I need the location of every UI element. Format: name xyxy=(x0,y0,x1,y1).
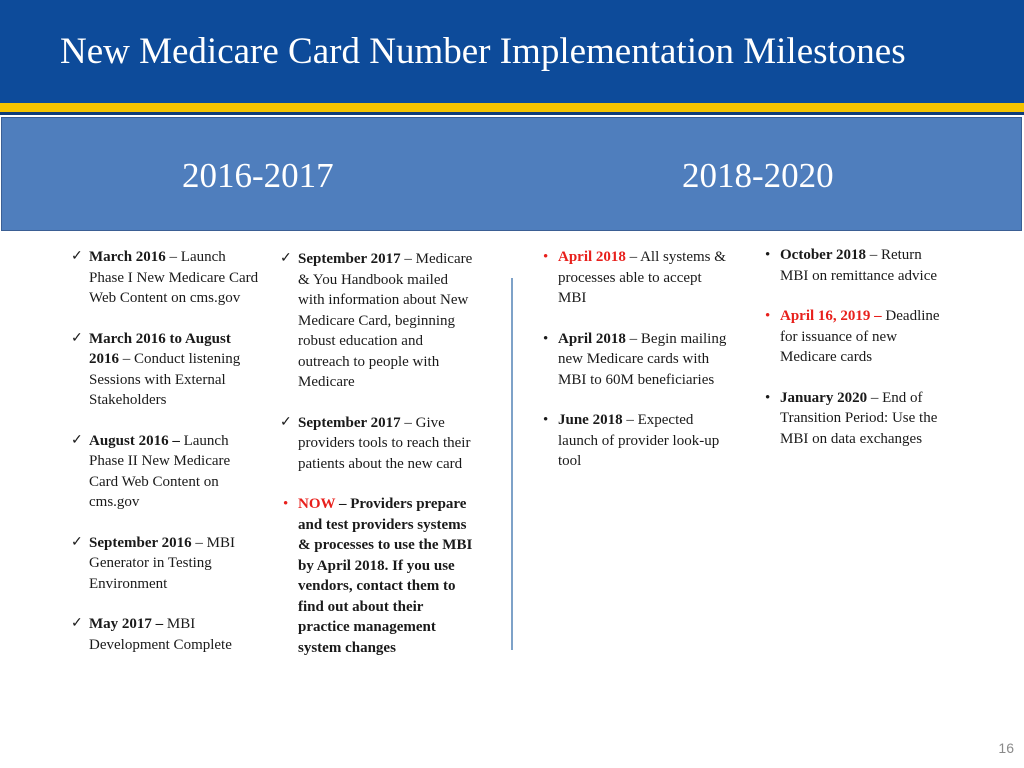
milestone-item: ✓ March 2016 to August 2016 – Conduct li… xyxy=(71,329,263,411)
bullet-icon: • xyxy=(543,249,549,265)
milestone-list: • October 2018 – Return MBI on remittanc… xyxy=(762,245,952,449)
period-label-2016-2017: 2016-2017 xyxy=(182,156,334,195)
page-title: New Medicare Card Number Implementation … xyxy=(60,31,906,72)
milestone-text: – MBI Generator in Testing Environment xyxy=(89,534,235,592)
check-icon: ✓ xyxy=(71,616,83,631)
milestone-list: ✓ March 2016 – Launch Phase I New Medica… xyxy=(71,247,263,655)
milestone-item: • April 2018 – All systems & processes a… xyxy=(540,247,730,309)
milestone-date: March 2016 xyxy=(89,249,166,265)
now-milestone-item: • NOW – Providers prepare and test provi… xyxy=(280,494,475,658)
now-label: NOW xyxy=(298,496,336,512)
milestone-item: ✓ September 2017 – Medicare & You Handbo… xyxy=(280,249,475,393)
milestone-date: June 2018 xyxy=(558,412,623,428)
check-icon: ✓ xyxy=(71,249,83,264)
bullet-icon: • xyxy=(765,389,771,406)
milestone-date: August 2016 – xyxy=(89,432,180,449)
milestone-date: April 2018 xyxy=(558,249,626,265)
milestone-text: – Give providers tools to reach their pa… xyxy=(298,414,471,472)
milestone-item: • June 2018 – Expected launch of provide… xyxy=(540,410,730,472)
check-icon: ✓ xyxy=(71,330,83,346)
milestone-item: • April 2018 – Begin mailing new Medicar… xyxy=(540,329,730,391)
milestone-date: September 2016 xyxy=(89,534,192,551)
bullet-icon: • xyxy=(543,330,549,347)
milestone-item: ✓ May 2017 – MBI Development Complete xyxy=(71,614,263,655)
bullet-icon: • xyxy=(283,496,289,512)
page-number: 16 xyxy=(998,740,1014,756)
milestone-item: ✓ March 2016 – Launch Phase I New Medica… xyxy=(71,247,263,309)
milestone-item: ✓ August 2016 – Launch Phase II New Medi… xyxy=(71,431,263,513)
milestone-item: • January 2020 – End of Transition Perio… xyxy=(762,388,952,450)
milestone-item: ✓ September 2016 – MBI Generator in Test… xyxy=(71,533,263,595)
milestone-text: – End of Transition Period: Use the MBI … xyxy=(780,389,938,447)
milestone-text: Deadline for issuance of new Medicare ca… xyxy=(780,308,940,365)
milestone-date: September 2017 xyxy=(298,414,401,431)
milestone-text: – Launch Phase I New Medicare Card Web C… xyxy=(89,249,259,306)
gold-divider xyxy=(0,103,1024,112)
milestone-date: September 2017 xyxy=(298,251,401,267)
bullet-icon: • xyxy=(765,247,771,263)
milestone-item: • April 16, 2019 – Deadline for issuance… xyxy=(762,306,952,368)
column-divider xyxy=(511,278,513,650)
milestone-item: • October 2018 – Return MBI on remittanc… xyxy=(762,245,952,286)
milestone-text: MBI Development Complete xyxy=(89,616,232,653)
now-text: – Providers prepare and test providers s… xyxy=(298,496,473,656)
bullet-icon: • xyxy=(543,412,549,428)
milestone-text: Launch Phase II New Medicare Card Web Co… xyxy=(89,432,231,511)
check-icon: ✓ xyxy=(280,414,292,430)
navy-divider xyxy=(0,112,1024,115)
check-icon: ✓ xyxy=(71,534,83,550)
milestone-text: – All systems & processes able to accept… xyxy=(558,249,726,306)
milestone-text: – Return MBI on remittance advice xyxy=(780,247,938,284)
milestone-date: April 2018 xyxy=(558,330,626,347)
milestone-date: October 2018 xyxy=(780,247,866,263)
milestone-date: March 2016 to August 2016 xyxy=(89,330,231,368)
milestone-text: – Medicare & You Handbook mailed with in… xyxy=(298,251,473,390)
period-header-band: 2016-2017 2018-2020 xyxy=(1,117,1022,231)
check-icon: ✓ xyxy=(280,251,292,266)
milestones-column-1: ✓ March 2016 – Launch Phase I New Medica… xyxy=(71,247,263,675)
milestone-text: – Conduct listening Sessions with Extern… xyxy=(89,351,241,408)
milestone-item: ✓ September 2017 – Give providers tools … xyxy=(280,413,475,475)
milestone-date: April 16, 2019 – xyxy=(780,308,882,324)
milestone-date: May 2017 – xyxy=(89,616,164,632)
milestone-date: January 2020 xyxy=(780,389,868,406)
milestones-column-2: ✓ September 2017 – Medicare & You Handbo… xyxy=(280,249,475,678)
milestones-column-3: • April 2018 – All systems & processes a… xyxy=(540,247,730,492)
milestone-list: ✓ September 2017 – Medicare & You Handbo… xyxy=(280,249,475,658)
title-bar: New Medicare Card Number Implementation … xyxy=(0,0,1024,103)
bullet-icon: • xyxy=(765,308,771,324)
milestone-list: • April 2018 – All systems & processes a… xyxy=(540,247,730,472)
milestones-column-4: • October 2018 – Return MBI on remittanc… xyxy=(762,245,952,469)
milestone-text: – Begin mailing new Medicare cards with … xyxy=(558,330,727,388)
check-icon: ✓ xyxy=(71,432,83,448)
milestone-text: – Expected launch of provider look-up to… xyxy=(558,412,720,469)
period-label-2018-2020: 2018-2020 xyxy=(682,156,834,195)
